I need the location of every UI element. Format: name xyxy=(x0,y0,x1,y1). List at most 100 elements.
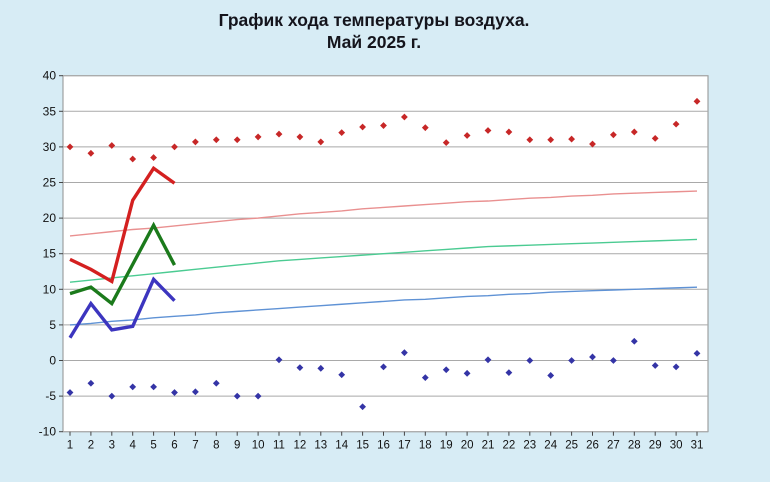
x-tick-label-17: 17 xyxy=(398,440,411,452)
marker-record-max-daily-day21 xyxy=(484,127,492,134)
y-tick-label-15: 15 xyxy=(43,247,57,261)
marker-record-max-daily-day5 xyxy=(150,154,157,161)
marker-record-min-daily-day18 xyxy=(421,374,429,381)
x-tick-label-28: 28 xyxy=(628,440,641,452)
x-tick-label-7: 7 xyxy=(192,440,198,452)
x-tick-label-13: 13 xyxy=(314,440,327,452)
x-tick-label-29: 29 xyxy=(649,440,662,452)
x-tick-label-16: 16 xyxy=(377,440,390,452)
marker-record-min-daily-day7 xyxy=(192,388,199,396)
marker-record-max-daily-day12 xyxy=(296,133,304,141)
marker-record-min-daily-day3 xyxy=(108,392,116,400)
marker-record-max-daily-day20 xyxy=(463,132,471,139)
marker-record-min-daily-day9 xyxy=(233,392,241,400)
x-tick-label-3: 3 xyxy=(109,440,115,452)
marker-record-min-daily-day30 xyxy=(672,363,680,371)
marker-record-min-daily-day27 xyxy=(610,357,617,364)
marker-record-min-daily-day16 xyxy=(380,363,387,371)
marker-record-max-daily-day30 xyxy=(672,120,680,128)
series-actual-min xyxy=(68,276,176,339)
x-tick-label-11: 11 xyxy=(273,440,285,452)
x-tick-label-10: 10 xyxy=(252,440,265,452)
marker-record-min-daily-day10 xyxy=(254,392,262,400)
chart-title-line1: График хода температуры воздуха. xyxy=(218,10,530,30)
y-tick-label-0: 0 xyxy=(49,354,56,368)
marker-record-min-daily-day5 xyxy=(150,383,157,391)
marker-record-max-daily-day13 xyxy=(317,138,325,146)
marker-record-min-daily-day4 xyxy=(129,383,137,391)
marker-record-min-daily-day21 xyxy=(484,356,492,364)
marker-record-max-daily-day31 xyxy=(693,97,701,105)
series-norm-min xyxy=(69,286,698,326)
y-tick-label--5: -5 xyxy=(45,389,56,403)
y-tick-label-20: 20 xyxy=(43,211,57,225)
series-actual-mean xyxy=(69,221,177,307)
x-tick-label-1: 1 xyxy=(67,440,73,452)
marker-record-min-daily-day6 xyxy=(171,389,178,396)
x-tick-label-20: 20 xyxy=(461,440,474,452)
marker-record-min-daily-day8 xyxy=(212,379,220,387)
marker-record-min-daily-day29 xyxy=(651,362,659,369)
x-tick-label-25: 25 xyxy=(565,440,578,452)
series-norm-max xyxy=(69,190,698,237)
marker-record-min-daily-day11 xyxy=(275,356,283,364)
x-tick-label-23: 23 xyxy=(523,440,536,452)
marker-record-min-daily-day12 xyxy=(296,364,304,372)
x-tick-label-27: 27 xyxy=(607,440,620,452)
marker-record-max-daily-day6 xyxy=(171,143,178,151)
marker-record-max-daily-day8 xyxy=(212,136,220,144)
x-tick-label-21: 21 xyxy=(482,440,495,452)
chart-title-line2: Май 2025 г. xyxy=(326,32,422,52)
y-tick-label-5: 5 xyxy=(49,318,56,332)
marker-record-max-daily-day2 xyxy=(87,149,95,157)
marker-record-min-daily-day20 xyxy=(463,369,471,377)
series-norm-mean xyxy=(69,238,698,283)
x-tick-label-2: 2 xyxy=(88,440,94,452)
x-tick-label-12: 12 xyxy=(294,440,307,452)
y-tick-label-30: 30 xyxy=(43,140,57,154)
marker-record-min-daily-day19 xyxy=(442,366,450,374)
x-tick-label-31: 31 xyxy=(691,440,704,452)
x-tick-label-26: 26 xyxy=(586,440,599,452)
y-tick-label--10: -10 xyxy=(39,425,57,439)
marker-record-min-daily-day26 xyxy=(589,353,596,361)
marker-record-min-daily-day28 xyxy=(630,337,638,345)
marker-record-min-daily-day22 xyxy=(505,369,513,377)
marker-record-max-daily-day25 xyxy=(568,135,575,143)
x-tick-label-8: 8 xyxy=(213,440,219,452)
marker-record-max-daily-day7 xyxy=(192,138,199,146)
chart-title: График хода температуры воздуха. Май 202… xyxy=(0,9,748,53)
marker-record-max-daily-day3 xyxy=(108,142,116,149)
marker-record-max-daily-day26 xyxy=(589,140,596,148)
y-tick-label-40: 40 xyxy=(43,69,57,83)
marker-record-min-daily-day13 xyxy=(317,364,325,372)
marker-record-max-daily-day1 xyxy=(66,143,74,151)
x-tick-label-9: 9 xyxy=(234,440,240,452)
x-tick-label-19: 19 xyxy=(440,440,453,452)
marker-record-max-daily-day23 xyxy=(526,136,534,144)
x-tick-label-30: 30 xyxy=(670,440,683,452)
marker-record-max-daily-day9 xyxy=(233,136,241,144)
marker-record-min-daily-day25 xyxy=(568,357,575,364)
x-tick-label-15: 15 xyxy=(356,440,369,452)
x-tick-label-24: 24 xyxy=(544,440,557,452)
marker-record-max-daily-day11 xyxy=(275,130,283,138)
marker-record-max-daily-day27 xyxy=(610,131,617,139)
marker-record-max-daily-day29 xyxy=(651,134,659,142)
marker-record-min-daily-day2 xyxy=(87,379,95,387)
x-tick-label-18: 18 xyxy=(419,440,432,452)
marker-record-min-daily-day24 xyxy=(547,372,555,379)
marker-record-max-daily-day17 xyxy=(401,113,408,121)
marker-record-max-daily-day14 xyxy=(338,129,346,137)
marker-record-max-daily-day28 xyxy=(630,128,638,136)
marker-record-min-daily-day31 xyxy=(693,349,701,357)
y-tick-label-10: 10 xyxy=(43,282,57,296)
series-actual-max xyxy=(69,165,176,285)
marker-record-min-daily-day23 xyxy=(526,357,534,364)
x-tick-label-14: 14 xyxy=(335,440,348,452)
marker-record-max-daily-day16 xyxy=(380,122,387,129)
marker-record-max-daily-day4 xyxy=(129,155,137,163)
marker-record-max-daily-day18 xyxy=(421,124,429,132)
